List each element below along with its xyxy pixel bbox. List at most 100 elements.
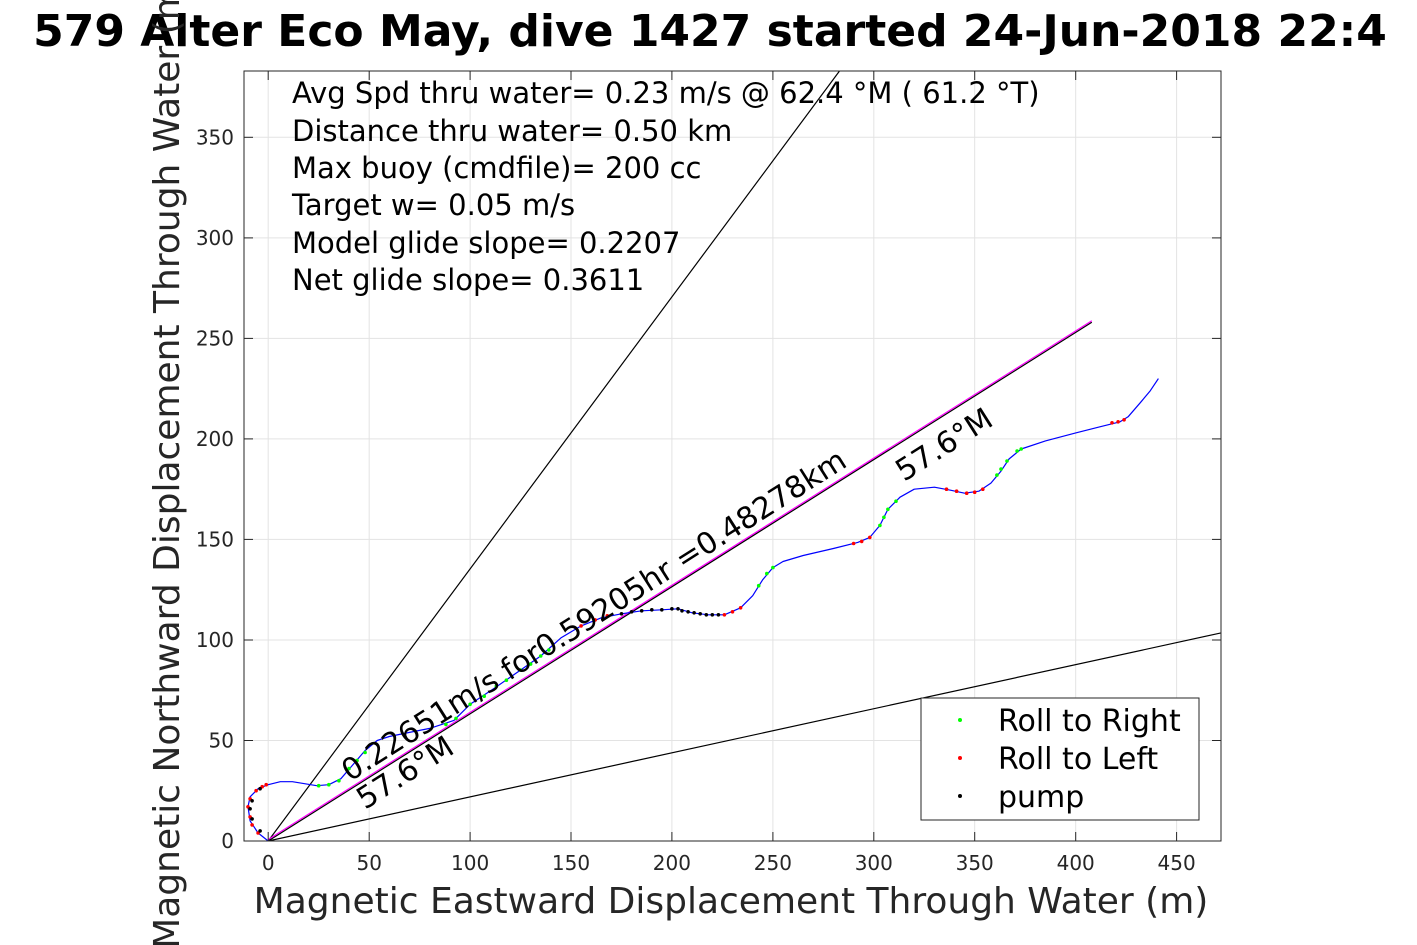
roll-right-point (468, 702, 472, 707)
pump-point (250, 799, 254, 803)
annotation-avg-speed: Avg Spd thru water= 0.23 m/s @ 62.4 °M (… (292, 76, 1040, 110)
roll-left-point (1110, 421, 1114, 425)
heading-line-black (267, 321, 1093, 841)
roll-right-point (999, 467, 1003, 471)
roll-right-point (504, 678, 509, 682)
pump-point (258, 829, 262, 833)
y-tick-label: 350 (196, 125, 234, 149)
pump-point (692, 611, 696, 615)
y-tick-label: 100 (196, 628, 234, 652)
roll-left-point (851, 541, 856, 546)
legend-label-roll-left: Roll to Left (998, 742, 1158, 777)
roll-left-point (254, 788, 258, 793)
chart-title: 579 Alter Eco May, dive 1427 started 24-… (33, 6, 1387, 57)
legend-marker-roll-left (958, 756, 962, 760)
x-tick-label: 250 (754, 851, 792, 875)
roll-left-point (730, 610, 735, 614)
roll-right-point (518, 668, 523, 672)
roll-left-point (972, 490, 977, 495)
roll-right-point (894, 499, 898, 504)
roll-right-point (363, 750, 367, 755)
markers (246, 418, 1126, 835)
pump-point (250, 817, 254, 821)
roll-right-point (337, 778, 341, 783)
pump-point (680, 609, 684, 613)
speed-label: 0.22651m/s for0.59205hr =0.48278km (336, 443, 853, 789)
legend-box (920, 697, 1200, 821)
pump-point (716, 613, 721, 617)
roll-right-point (878, 523, 882, 528)
x-tick-label: 50 (356, 851, 381, 875)
roll-right-point (355, 758, 359, 763)
annotation-target-w: Target w= 0.05 m/s (291, 188, 575, 222)
pump-point (670, 607, 674, 611)
roll-right-point (538, 654, 543, 658)
roll-left-point (944, 487, 949, 492)
roll-right-point (494, 684, 499, 688)
axes-box (243, 70, 1222, 842)
pump-point (619, 612, 624, 616)
y-tick-label: 300 (196, 226, 234, 250)
reference-line (268, 632, 1221, 841)
annotation-block: Avg Spd thru water= 0.23 m/s @ 62.4 °M (… (291, 76, 1040, 297)
roll-right-point (1015, 449, 1019, 453)
x-tick-label: 200 (653, 851, 691, 875)
roll-left-point (722, 613, 727, 617)
roll-right-point (316, 783, 321, 788)
reference-lines (267, 71, 1221, 841)
roll-left-point (859, 539, 864, 544)
roll-left-point (605, 614, 610, 618)
pump-point (686, 610, 690, 614)
annotation-distance: Distance thru water= 0.50 km (292, 114, 732, 148)
y-axis-label: Magnetic Northward Displacement Through … (147, 0, 188, 945)
roll-right-point (756, 583, 761, 588)
roll-right-point (1019, 447, 1023, 451)
roll-right-point (547, 648, 551, 652)
roll-right-point (765, 571, 769, 576)
roll-right-point (444, 722, 448, 727)
y-tick-label: 50 (209, 729, 234, 753)
x-tick-label: 400 (1057, 851, 1095, 875)
pump-point (248, 807, 252, 811)
y-tick-label: 150 (196, 527, 234, 551)
plot-area (246, 71, 1221, 841)
y-tick-label: 0 (221, 829, 234, 853)
pump-point (660, 608, 664, 612)
roll-left-point (738, 606, 743, 610)
roll-left-point (868, 535, 872, 540)
roll-right-point (528, 662, 533, 666)
x-tick-label: 150 (552, 851, 590, 875)
x-tick-label: 300 (855, 851, 893, 875)
roll-left-point (964, 491, 969, 496)
roll-left-point (593, 618, 597, 622)
roll-right-point (327, 782, 331, 787)
reference-line (267, 71, 840, 841)
roll-right-point (771, 565, 775, 570)
x-tick-label: 100 (451, 851, 489, 875)
roll-left-point (264, 782, 269, 787)
roll-left-point (981, 487, 985, 492)
annotation-model-glide: Model glide slope= 0.2207 (292, 226, 680, 260)
pump-point (258, 786, 262, 791)
annotation-net-glide: Net glide slope= 0.3611 (292, 263, 644, 297)
roll-right-point (454, 716, 458, 721)
pump-point (704, 613, 709, 617)
legend-marker-pump (958, 794, 962, 798)
legend-marker-roll-right (958, 718, 962, 722)
pump-point (650, 608, 654, 612)
legend-label-roll-right: Roll to Right (998, 704, 1181, 739)
y-tick-label: 200 (196, 427, 234, 451)
pump-point (710, 613, 715, 617)
pump-point (629, 610, 634, 614)
roll-left-point (954, 489, 959, 494)
annotation-max-buoy: Max buoy (cmdfile)= 200 cc (292, 151, 701, 185)
x-tick-label: 450 (1158, 851, 1196, 875)
pump-point (698, 612, 702, 616)
roll-left-point (250, 823, 254, 827)
roll-right-point (995, 473, 999, 477)
roll-right-point (347, 766, 351, 771)
roll-left-point (1116, 420, 1120, 424)
roll-right-point (886, 507, 890, 512)
x-tick-label: 350 (956, 851, 994, 875)
